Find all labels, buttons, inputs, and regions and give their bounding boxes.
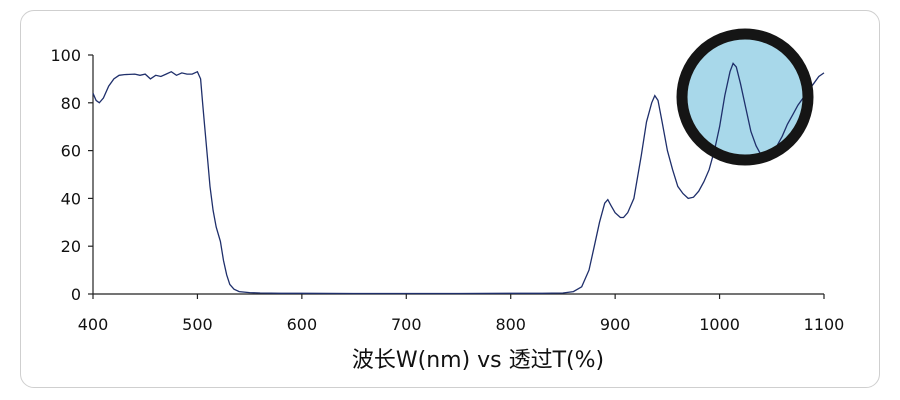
y-tick-label: 0 bbox=[71, 285, 81, 304]
magnifier-lens bbox=[683, 35, 807, 159]
x-tick-label: 600 bbox=[287, 315, 318, 334]
x-tick-label: 900 bbox=[600, 315, 631, 334]
magnifier-fill bbox=[683, 35, 807, 159]
x-axis-label: 波长W(nm) vs 透过T(%) bbox=[352, 348, 604, 373]
y-tick-label: 40 bbox=[61, 189, 81, 208]
y-tick-label: 80 bbox=[61, 94, 81, 113]
series-line bbox=[92, 62, 825, 295]
y-axis-ticks: 0 20 40 60 80 100 bbox=[50, 46, 93, 304]
x-tick-label: 800 bbox=[495, 315, 526, 334]
x-tick-label: 1100 bbox=[804, 315, 845, 334]
x-tick-label: 500 bbox=[182, 315, 213, 334]
x-axis-ticks: 400 500 600 700 800 900 1000 1100 bbox=[78, 294, 845, 334]
magnifier-ring bbox=[676, 28, 814, 166]
x-tick-label: 700 bbox=[391, 315, 422, 334]
y-tick-label: 60 bbox=[61, 142, 81, 161]
y-tick-label: 20 bbox=[61, 237, 81, 256]
y-tick-label: 100 bbox=[50, 46, 81, 65]
x-tick-label: 400 bbox=[78, 315, 109, 334]
magnifier-ring-circle bbox=[676, 28, 814, 166]
x-tick-label: 1000 bbox=[699, 315, 740, 334]
